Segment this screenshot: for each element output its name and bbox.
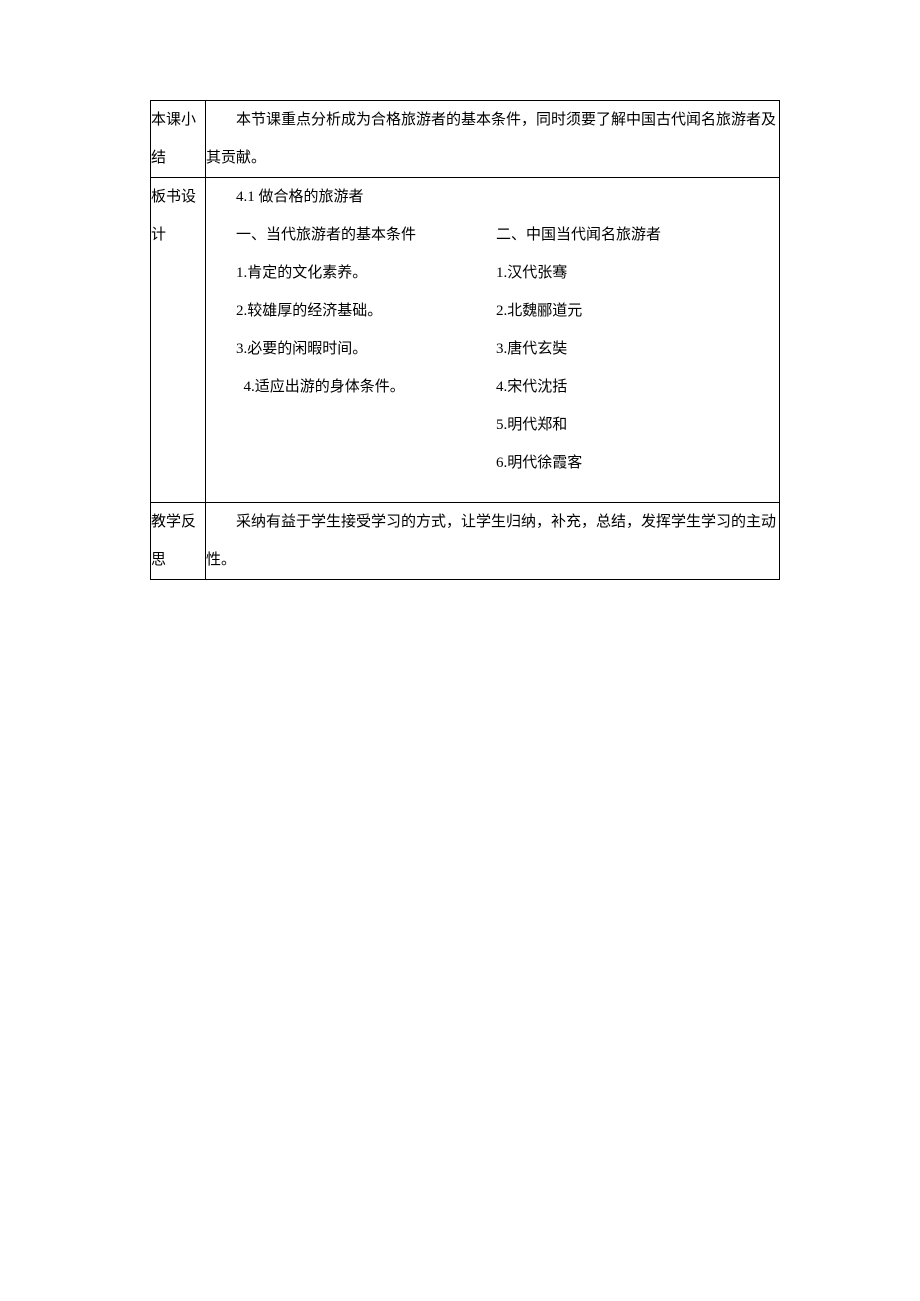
board-right-item: 3.唐代玄奘 bbox=[496, 330, 779, 368]
board-right-column: 二、中国当代闻名旅游者 1.汉代张骞 2.北魏郦道元 3.唐代玄奘 4.宋代沈括… bbox=[496, 216, 779, 482]
board-left-item: 3.必要的闲暇时间。 bbox=[206, 330, 496, 368]
reflection-content: 采纳有益于学生接受学习的方式，让学生归纳，补充，总结，发挥学生学习的主动性。 bbox=[206, 503, 780, 580]
board-right-heading: 二、中国当代闻名旅游者 bbox=[496, 216, 779, 254]
board-columns: 一、当代旅游者的基本条件 1.肯定的文化素养。 2.较雄厚的经济基础。 3.必要… bbox=[206, 216, 779, 482]
summary-row: 本课小结 本节课重点分析成为合格旅游者的基本条件，同时须要了解中国古代闻名旅游者… bbox=[151, 101, 780, 178]
board-left-heading: 一、当代旅游者的基本条件 bbox=[206, 216, 496, 254]
board-left-column: 一、当代旅游者的基本条件 1.肯定的文化素养。 2.较雄厚的经济基础。 3.必要… bbox=[206, 216, 496, 482]
board-title: 4.1 做合格的旅游者 bbox=[206, 178, 779, 216]
reflection-text: 采纳有益于学生接受学习的方式，让学生归纳，补充，总结，发挥学生学习的主动性。 bbox=[206, 503, 779, 579]
summary-content: 本节课重点分析成为合格旅游者的基本条件，同时须要了解中国古代闻名旅游者及其贡献。 bbox=[206, 101, 780, 178]
board-right-item: 5.明代郑和 bbox=[496, 406, 779, 444]
summary-label: 本课小结 bbox=[151, 101, 206, 178]
board-left-item: 1.肯定的文化素养。 bbox=[206, 254, 496, 292]
board-content: 4.1 做合格的旅游者 一、当代旅游者的基本条件 1.肯定的文化素养。 2.较雄… bbox=[206, 178, 780, 503]
board-row: 板书设计 4.1 做合格的旅游者 一、当代旅游者的基本条件 1.肯定的文化素养。… bbox=[151, 178, 780, 503]
board-label: 板书设计 bbox=[151, 178, 206, 503]
board-right-item: 6.明代徐霞客 bbox=[496, 444, 779, 482]
lesson-plan-table: 本课小结 本节课重点分析成为合格旅游者的基本条件，同时须要了解中国古代闻名旅游者… bbox=[150, 100, 780, 580]
board-right-item: 4.宋代沈括 bbox=[496, 368, 779, 406]
reflection-label: 教学反思 bbox=[151, 503, 206, 580]
reflection-row: 教学反思 采纳有益于学生接受学习的方式，让学生归纳，补充，总结，发挥学生学习的主… bbox=[151, 503, 780, 580]
board-left-item: 2.较雄厚的经济基础。 bbox=[206, 292, 496, 330]
board-left-item: 4.适应出游的身体条件。 bbox=[206, 368, 496, 406]
board-right-item: 1.汉代张骞 bbox=[496, 254, 779, 292]
summary-text: 本节课重点分析成为合格旅游者的基本条件，同时须要了解中国古代闻名旅游者及其贡献。 bbox=[206, 101, 779, 177]
board-right-item: 2.北魏郦道元 bbox=[496, 292, 779, 330]
